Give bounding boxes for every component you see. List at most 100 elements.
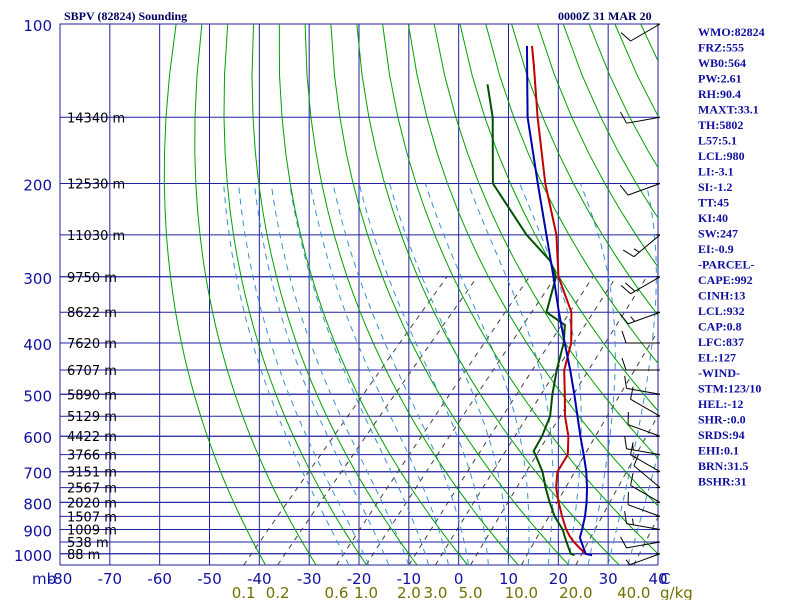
dry-adiabat-line	[770, 24, 800, 565]
index-entry: MAXT:33.1	[698, 103, 759, 117]
index-entry: WB0:564	[698, 56, 746, 70]
moist-adiabat-line	[627, 452, 658, 565]
wind-barb-staff	[633, 465, 661, 488]
temperature-tick-label: -50	[197, 570, 222, 588]
height-label: 5890 m	[67, 388, 117, 403]
dry-adiabat-line	[511, 24, 658, 317]
dry-adiabat-line	[562, 24, 658, 219]
wind-barbs	[619, 23, 661, 566]
dry-adiabat-line	[356, 24, 620, 565]
mixing-ratio-label: 0.2	[266, 584, 290, 600]
series-parcel-line	[526, 45, 593, 557]
height-label: 2020 m	[67, 496, 117, 511]
temperature-tick-label: -40	[247, 570, 272, 588]
height-label: 4422 m	[67, 430, 117, 445]
mixing-ratio-label: 40.0	[617, 584, 650, 600]
wind-barb-staff	[626, 116, 661, 124]
wind-barb	[619, 311, 661, 325]
wind-barb-half-flag	[631, 518, 634, 525]
height-label: 1009 m	[67, 524, 117, 539]
temperature-tick-label: 20	[549, 570, 568, 588]
dry-adiabat-line	[251, 24, 418, 565]
dry-adiabat-line	[278, 24, 469, 565]
mixing-ratio-line	[520, 329, 658, 565]
temperature-tick-label: -80	[48, 570, 73, 588]
moist-adiabat-line	[309, 183, 450, 565]
wind-barb	[620, 111, 661, 124]
moist-adiabat-line	[289, 183, 430, 565]
wind-barb-flag	[619, 313, 629, 325]
wind-barb-staff	[626, 523, 661, 531]
index-entry: STM:123/10	[698, 382, 761, 396]
dry-adiabat-line	[536, 24, 658, 268]
wind-barb-half-flag	[630, 316, 636, 322]
index-entry: LCL:980	[698, 149, 745, 163]
pressure-tick-label: 100	[23, 17, 52, 35]
moist-adiabat-line	[332, 183, 469, 565]
moist-adiabat-line	[270, 183, 410, 565]
mixing-ratio-label: 3.0	[424, 584, 448, 600]
height-label: 1507 m	[67, 510, 117, 525]
index-entry: SRDS:94	[698, 428, 745, 442]
pressure-tick-label: 400	[23, 336, 52, 354]
index-entry: CAPE:992	[698, 273, 753, 287]
moist-adiabat-line	[389, 183, 509, 565]
wind-barb-staff	[626, 541, 661, 549]
index-entry: LCL:932	[698, 304, 745, 318]
height-labels: 14340 m 12530 m 11030 m 9750 m 8622 m 7620 m 6…	[67, 111, 125, 562]
dry-adiabat-line	[485, 24, 658, 364]
index-entry: LFC:837	[698, 335, 744, 349]
wind-barb-flag	[620, 536, 627, 549]
wind-barb	[621, 357, 660, 371]
index-entry: BRN:31.5	[698, 459, 748, 473]
index-entry: TT:45	[698, 196, 729, 210]
wind-barb-flag	[624, 375, 628, 389]
wind-barb-staff	[626, 448, 661, 456]
wind-barb-staff	[627, 183, 661, 196]
mixing-ratio-line	[336, 276, 530, 565]
mixing-ratio-label: 0.1	[232, 584, 256, 600]
wind-barb-staff	[627, 311, 661, 325]
height-label: 5129 m	[67, 410, 117, 425]
wind-barb	[620, 536, 661, 549]
wind-barb	[627, 411, 661, 437]
height-label: 6707 m	[67, 364, 117, 379]
dry-adiabat-line	[433, 24, 658, 460]
wind-barb	[624, 511, 661, 531]
wind-barb-half-flag	[625, 559, 631, 566]
temperature-tick-label: 30	[599, 570, 618, 588]
wind-barb-flag	[622, 249, 635, 258]
index-entry: CAP:0.8	[698, 320, 742, 334]
temperature-tick-label: -70	[98, 570, 123, 588]
mixing-ratio-label: 5.0	[459, 584, 483, 600]
dry-adiabat-line	[304, 24, 519, 565]
temperature-tick-label: -20	[347, 570, 372, 588]
height-label: 12530 m	[67, 177, 125, 192]
dry-adiabat-line	[588, 24, 658, 169]
wind-barb	[630, 472, 661, 503]
height-label: 14340 m	[67, 111, 125, 126]
moist-adiabat-line	[253, 183, 390, 565]
index-entry: EL:127	[698, 351, 736, 365]
mixing-ratio-line	[408, 276, 594, 565]
wind-barb-flag	[621, 330, 627, 344]
wind-barb	[624, 375, 661, 395]
height-label: 538 m	[67, 536, 109, 551]
index-entry: LI:-3.1	[698, 165, 734, 179]
temperature-tick-label: -30	[297, 570, 322, 588]
mixing-ratio-label: 20.0	[559, 584, 592, 600]
wind-barb-staff	[630, 485, 661, 503]
temperature-tick-label: -10	[397, 570, 422, 588]
mixing-ratio-line	[243, 276, 448, 565]
wind-barb-flag	[630, 472, 634, 486]
moist-adiabat-line	[467, 183, 554, 565]
temperature-tick-label: 40	[648, 570, 667, 588]
mixing-ratio-line	[435, 276, 617, 565]
wind-barb-flag	[620, 285, 631, 295]
wind-barb-flag	[630, 386, 634, 400]
index-entry: SHR-:0.0	[698, 413, 746, 427]
temperature-tick-label: -60	[147, 570, 172, 588]
